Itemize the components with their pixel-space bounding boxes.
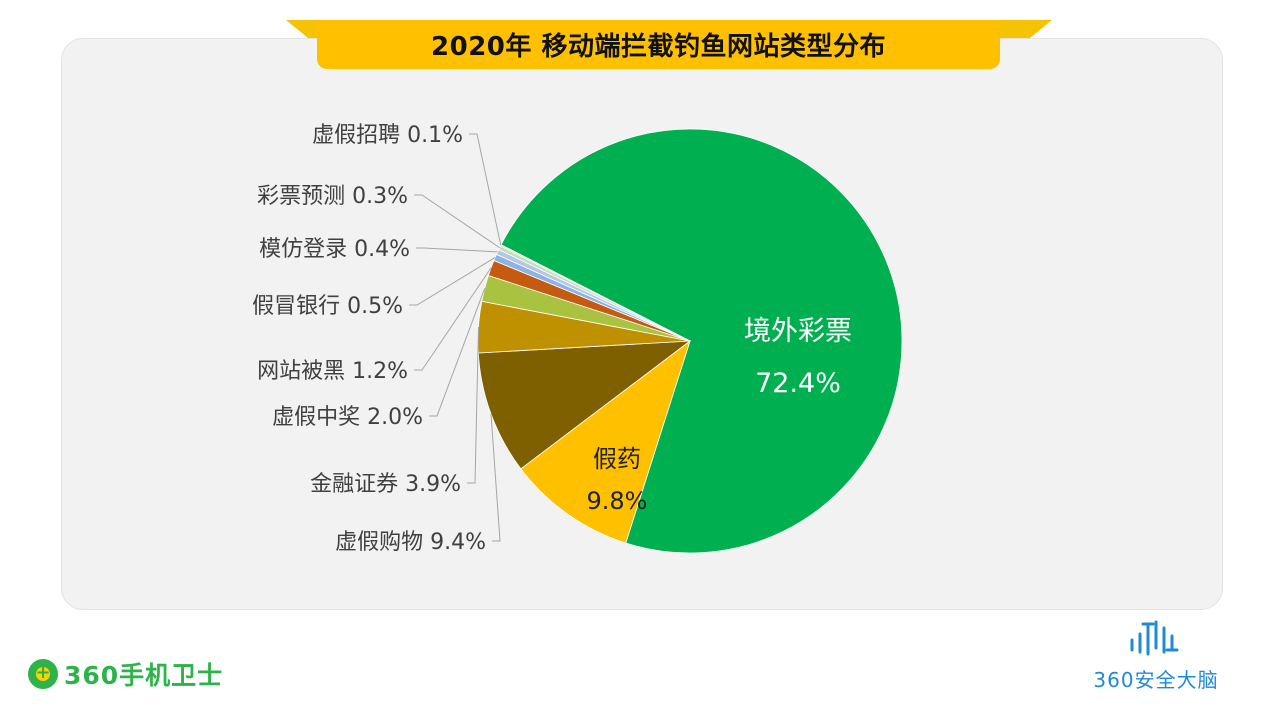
leader-line-5 — [414, 267, 492, 371]
slice-value-0: 72.4% — [755, 368, 841, 399]
logo-360-mobile-guard: 360手机卫士 — [28, 656, 223, 692]
slice-label-name-6: 假冒银行 — [252, 294, 347, 319]
pie-slice-0 — [500, 128, 903, 554]
slice-label-value-5: 1.2% — [352, 359, 408, 384]
slice-label-name-8: 彩票预测 — [257, 184, 352, 209]
slice-label-3: 金融证券 3.9% — [310, 472, 461, 497]
leader-line-7 — [416, 247, 498, 253]
slice-label-value-8: 0.3% — [352, 184, 408, 209]
slice-label-7: 模仿登录 0.4% — [259, 237, 410, 262]
slice-label-name-2: 虚假购物 — [335, 530, 430, 555]
slice-label-5: 网站被黑 1.2% — [257, 359, 408, 384]
slice-label-name-7: 模仿登录 — [259, 237, 354, 262]
brain-wave-icon — [1130, 620, 1179, 656]
slice-label-value-3: 3.9% — [405, 472, 461, 497]
slice-label-0: 境外彩票 — [744, 316, 852, 347]
slice-label-2: 虚假购物 9.4% — [335, 530, 486, 555]
leader-line-9 — [469, 133, 502, 246]
slice-label-value-4: 2.0% — [367, 405, 423, 430]
slice-label-value-7: 0.4% — [354, 237, 410, 262]
slice-label-value-6: 0.5% — [347, 294, 403, 319]
slice-label-1: 假药 — [593, 445, 641, 473]
pie-slice-2 — [477, 340, 692, 470]
slice-label-name-5: 网站被黑 — [257, 359, 352, 384]
pie-slice-1 — [520, 339, 691, 544]
leader-line-8 — [414, 194, 500, 249]
slice-label-name-3: 金融证券 — [310, 472, 405, 497]
leader-line-4 — [429, 288, 486, 417]
slice-label-9: 虚假招聘 0.1% — [312, 123, 463, 148]
logo-left-text: 360手机卫士 — [64, 661, 224, 690]
slice-label-value-2: 9.4% — [430, 530, 486, 555]
title-wing-right — [990, 20, 1052, 38]
leader-line-6 — [409, 256, 496, 306]
slice-label-4: 虚假中奖 2.0% — [272, 405, 423, 430]
logo-360-security-brain: 360安全大脑 — [1076, 618, 1236, 693]
leader-line-3 — [467, 326, 479, 484]
slice-value-1: 9.8% — [587, 487, 648, 515]
slice-label-value-9: 0.1% — [407, 123, 463, 148]
slice-label-8: 彩票预测 0.3% — [257, 184, 408, 209]
leader-line-2 — [490, 414, 501, 542]
slice-label-6: 假冒银行 0.5% — [252, 294, 403, 319]
logo-right-text: 360安全大脑 — [1093, 668, 1219, 692]
slice-label-name-9: 虚假招聘 — [312, 123, 407, 148]
chart-title: 2020年 移动端拦截钓鱼网站类型分布 — [317, 20, 1000, 69]
guard-badge-icon — [28, 659, 58, 689]
slice-label-name-4: 虚假中奖 — [272, 405, 367, 430]
